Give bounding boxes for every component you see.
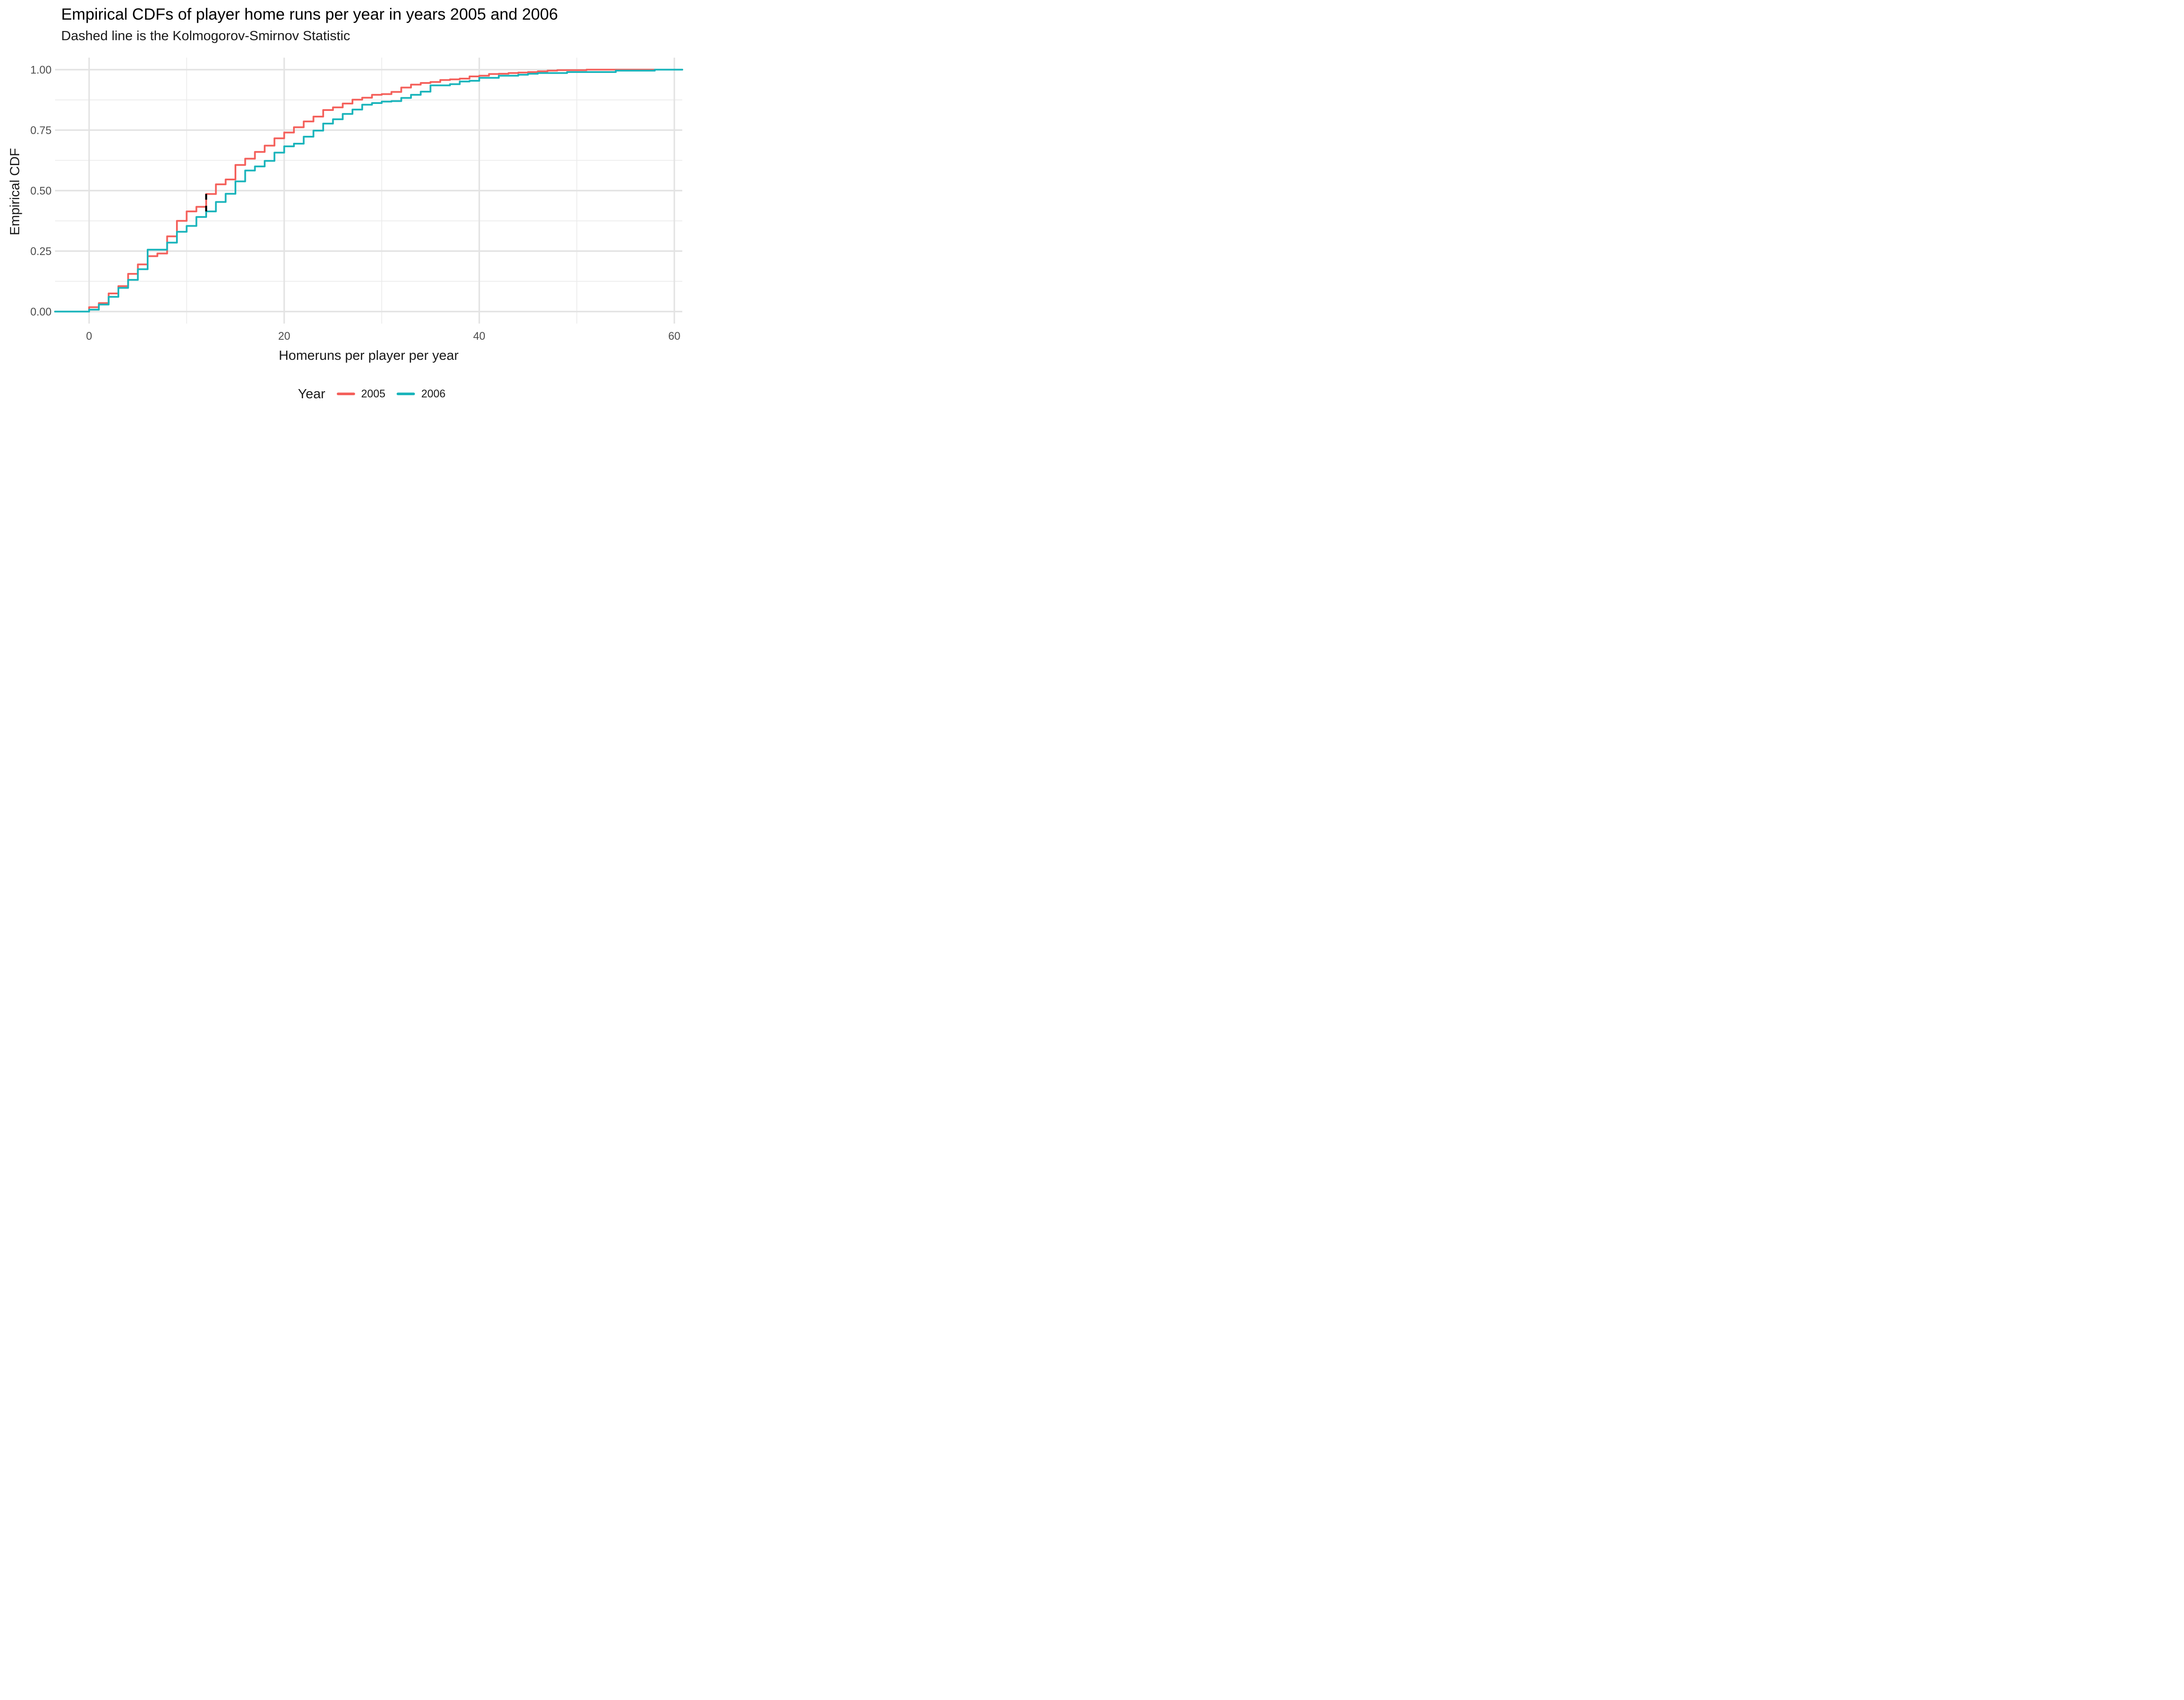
ecdf-line-2005: [54, 69, 683, 313]
ecdf-line-2006: [54, 69, 683, 313]
y-tick-label: 0.75: [30, 124, 52, 137]
y-tick-label: 0.00: [30, 306, 52, 318]
legend-key-2005: [336, 393, 355, 395]
y-tick-label: 0.50: [30, 185, 52, 197]
legend-key-2006: [397, 393, 415, 395]
x-tick-label: 60: [668, 330, 681, 342]
chart-subtitle: Dashed line is the Kolmogorov-Smirnov St…: [61, 28, 350, 43]
chart-title: Empirical CDFs of player home runs per y…: [61, 5, 558, 23]
legend-item-2005: 2005: [336, 387, 386, 400]
y-axis-title: Empirical CDF: [7, 148, 22, 235]
x-tick-label: 0: [86, 330, 92, 342]
ecdf-plot: 0 20 40 60 0.00 0.25 0.50 0.75 1.00: [30, 58, 683, 342]
legend-label-2005: 2005: [361, 387, 386, 400]
x-tick-label: 20: [278, 330, 290, 342]
legend-title: Year: [298, 386, 325, 401]
legend-label-2006: 2006: [421, 387, 446, 400]
legend: Year 2005 2006: [0, 386, 688, 402]
x-tick-label: 40: [473, 330, 485, 342]
x-axis-title: Homeruns per player per year: [279, 348, 459, 363]
y-tick-label: 0.25: [30, 245, 52, 258]
page: Empirical CDFs of player home runs per y…: [0, 0, 688, 425]
legend-item-2006: 2006: [397, 388, 446, 400]
y-tick-label: 1.00: [30, 64, 52, 76]
